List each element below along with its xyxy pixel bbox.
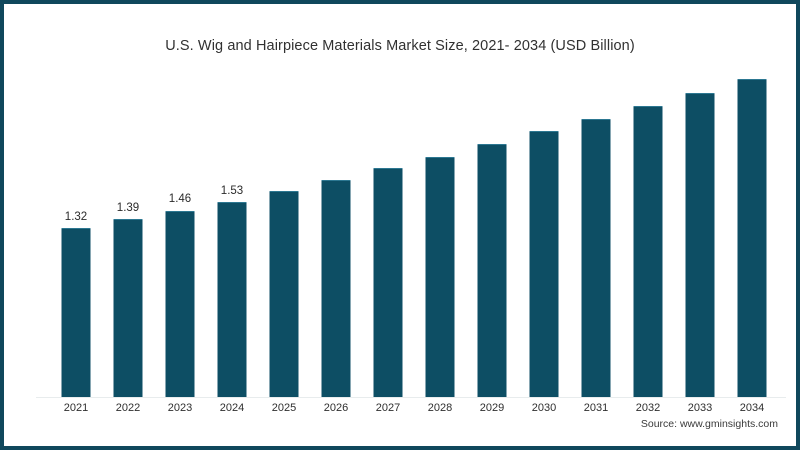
- bar-group-2028[interactable]: [414, 84, 466, 397]
- bar-2030[interactable]: [529, 131, 559, 397]
- bar-chart-plot-area: 1.32 1.39 1.46 1.53: [44, 78, 768, 397]
- bar-group-2033[interactable]: [674, 84, 726, 397]
- bar-value-label-2023: 1.46: [168, 193, 192, 206]
- bar-2029[interactable]: [477, 144, 507, 397]
- bar-group-2031[interactable]: [570, 84, 622, 397]
- x-tick-label-2022: 2022: [115, 402, 141, 414]
- bar-group-2032[interactable]: [622, 84, 674, 397]
- bar-value-label-2024: 1.53: [220, 184, 244, 197]
- chart-canvas: U.S. Wig and Hairpiece Materials Market …: [4, 4, 796, 446]
- bar-2021[interactable]: [61, 228, 91, 397]
- bar-value-label-2021: 1.32: [64, 211, 88, 224]
- bar-group-2029[interactable]: [466, 84, 518, 397]
- x-tick-label-2034: 2034: [739, 402, 765, 414]
- x-tick-label-2024: 2024: [219, 402, 245, 414]
- x-tick-label-2031: 2031: [583, 402, 609, 414]
- bar-2034[interactable]: [737, 78, 767, 397]
- bar-2024[interactable]: [217, 201, 247, 397]
- bar-group-2034[interactable]: [726, 78, 778, 397]
- x-tick-label-2021: 2021: [63, 402, 89, 414]
- bar-2028[interactable]: [425, 156, 455, 397]
- bar-group-2025[interactable]: [258, 84, 310, 397]
- x-tick-label-2028: 2028: [427, 402, 453, 414]
- bar-2031[interactable]: [581, 118, 611, 397]
- x-tick-label-2030: 2030: [531, 402, 557, 414]
- bar-2023[interactable]: [165, 210, 195, 397]
- bar-2032[interactable]: [633, 105, 663, 397]
- source-attribution: Source: www.gminsights.com: [640, 418, 778, 430]
- chart-title: U.S. Wig and Hairpiece Materials Market …: [165, 38, 635, 54]
- x-tick-label-2029: 2029: [479, 402, 505, 414]
- bar-group-2024[interactable]: 1.53: [206, 84, 258, 397]
- bar-2027[interactable]: [373, 168, 403, 397]
- bar-value-label-2022: 1.39: [116, 202, 140, 215]
- bar-2025[interactable]: [269, 191, 299, 397]
- x-tick-label-2025: 2025: [271, 402, 297, 414]
- x-axis-line: [36, 397, 786, 398]
- x-tick-label-2027: 2027: [375, 402, 401, 414]
- bar-group-2030[interactable]: [518, 84, 570, 397]
- x-tick-label-2033: 2033: [687, 402, 713, 414]
- bar-2026[interactable]: [321, 179, 351, 397]
- bar-group-2026[interactable]: [310, 84, 362, 397]
- bar-group-2023[interactable]: 1.46: [154, 84, 206, 397]
- bar-group-2022[interactable]: 1.39: [102, 84, 154, 397]
- x-tick-label-2026: 2026: [323, 402, 349, 414]
- bar-group-2021[interactable]: 1.32: [50, 84, 102, 397]
- bar-group-2027[interactable]: [362, 84, 414, 397]
- x-tick-label-2023: 2023: [167, 402, 193, 414]
- bar-2033[interactable]: [685, 92, 715, 397]
- bar-2022[interactable]: [113, 219, 143, 397]
- x-tick-label-2032: 2032: [635, 402, 661, 414]
